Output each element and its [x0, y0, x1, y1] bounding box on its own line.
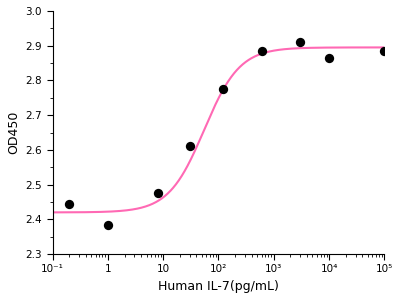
X-axis label: Human IL-7(pg/mL): Human IL-7(pg/mL)	[158, 280, 279, 293]
Point	[381, 49, 388, 53]
Point	[258, 49, 265, 53]
Point	[297, 40, 303, 45]
Point	[105, 222, 111, 227]
Point	[155, 191, 161, 196]
Point	[220, 87, 226, 92]
Point	[186, 144, 193, 149]
Point	[326, 56, 332, 60]
Y-axis label: OD450: OD450	[7, 111, 20, 154]
Point	[66, 201, 72, 206]
